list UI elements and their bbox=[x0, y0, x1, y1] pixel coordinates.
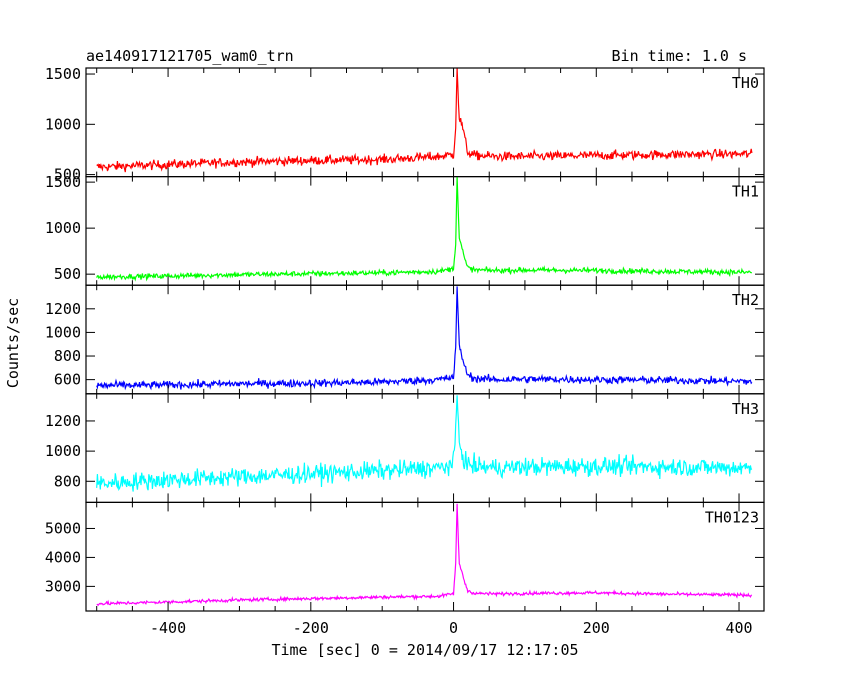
panel-label: TH1 bbox=[732, 183, 759, 201]
panel-th2: 600 800 1000 1200 TH2 bbox=[45, 284, 765, 395]
y-tick-label: 800 bbox=[54, 347, 81, 365]
panel-th0123: 3000 4000 5000 TH0123 bbox=[45, 501, 765, 612]
series-th0123 bbox=[96, 503, 753, 607]
y-tick-label: 3000 bbox=[45, 577, 81, 595]
panel-th1: 500 1000 1500 TH1 bbox=[45, 173, 765, 286]
bin-time-label: Bin time: 1.0 s bbox=[612, 47, 747, 65]
y-tick-label: 4000 bbox=[45, 548, 81, 566]
y-axis-label: Counts/sec bbox=[4, 298, 22, 388]
y-tick-label: 1200 bbox=[45, 412, 81, 430]
x-tick-label: 400 bbox=[725, 619, 752, 637]
panel-frame bbox=[85, 176, 765, 286]
y-tick-label: 5000 bbox=[45, 519, 81, 537]
chart-title: ae140917121705_wam0_trn bbox=[86, 47, 294, 65]
y-tick-label: 1500 bbox=[45, 173, 81, 191]
y-tick-label: 500 bbox=[54, 166, 81, 184]
series-th0 bbox=[96, 68, 753, 173]
series-th1 bbox=[96, 176, 752, 282]
series-th3 bbox=[96, 395, 753, 492]
panel-th0: 500 1000 1500 TH0 bbox=[45, 65, 765, 184]
y-tick-label: 500 bbox=[54, 265, 81, 283]
panel-frame bbox=[85, 284, 765, 395]
panel-label: TH0123 bbox=[705, 508, 759, 526]
y-tick-label: 1500 bbox=[45, 65, 81, 83]
panel-frame bbox=[85, 501, 765, 612]
y-tick-label: 1000 bbox=[45, 323, 81, 341]
panel-frame bbox=[85, 393, 765, 503]
y-tick-label: 1000 bbox=[45, 442, 81, 460]
y-tick-label: 1000 bbox=[45, 219, 81, 237]
x-axis-label: Time [sec] 0 = 2014/09/17 12:17:05 bbox=[271, 641, 578, 659]
y-tick-label: 1200 bbox=[45, 300, 81, 318]
y-tick-label: 1000 bbox=[45, 115, 81, 133]
y-tick-label: 600 bbox=[54, 371, 81, 389]
x-tick-label: -400 bbox=[150, 619, 186, 637]
x-tick-label: -200 bbox=[293, 619, 329, 637]
series-th2 bbox=[96, 286, 753, 391]
panels: 500 1000 1500 TH0 500 1000 1500 TH1 600 800 1000 12… bbox=[45, 65, 765, 637]
panel-label: TH0 bbox=[732, 74, 759, 92]
x-tick-label: 200 bbox=[583, 619, 610, 637]
panel-frame bbox=[85, 67, 765, 178]
panel-th3: 800 1000 1200 TH3 bbox=[45, 393, 765, 503]
x-tick-label: 0 bbox=[449, 619, 458, 637]
panel-label: TH3 bbox=[732, 400, 759, 418]
panel-label: TH2 bbox=[732, 291, 759, 309]
y-tick-label: 800 bbox=[54, 472, 81, 490]
